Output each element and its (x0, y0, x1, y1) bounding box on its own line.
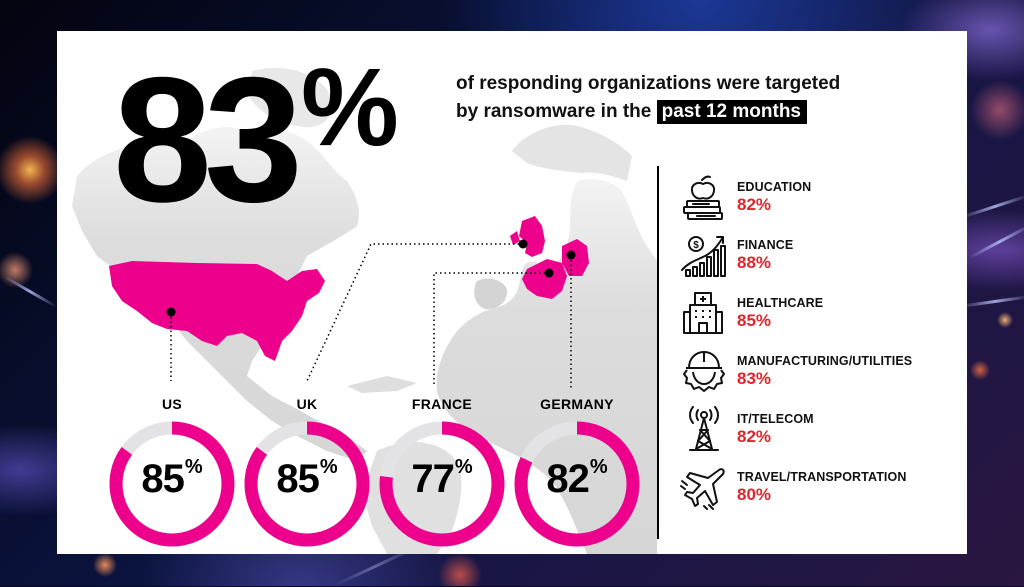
donut-number: 82 (546, 457, 589, 501)
industry-label: EDUCATION (737, 180, 812, 194)
overall-stat: 83% (113, 51, 399, 229)
industry-item-education: EDUCATION 82% (679, 174, 964, 232)
country-stat-germany: GERMANY 82% (512, 393, 642, 549)
donut-ring (514, 421, 640, 547)
france-marker (544, 268, 554, 278)
donut-value: 85% (107, 456, 237, 501)
world-map (72, 67, 657, 554)
overall-stat-number: 83 (113, 40, 303, 239)
donut-percent-sign: % (454, 456, 473, 478)
greenland-landmass (249, 67, 333, 128)
donut-chart-germany: 82% (512, 419, 642, 549)
industry-label: TRAVEL/TRANSPORTATION (737, 470, 907, 484)
infographic-card: 83% of responding organizations were tar… (57, 31, 967, 554)
donut-ring (244, 421, 370, 547)
industry-value: 88% (737, 253, 772, 272)
donut-number: 77 (411, 457, 454, 501)
uk-marker (518, 239, 528, 249)
country-stat-france: FRANCE 77% (377, 393, 507, 549)
iberia-landmass (474, 278, 508, 310)
hospital-icon (683, 292, 723, 334)
headline-line-2: by ransomware in the past 12 months (456, 98, 926, 126)
industry-value: 82% (737, 195, 772, 214)
donut-chart-us: 85% (107, 419, 237, 549)
donut-value: 85% (242, 456, 372, 501)
us-highlight (109, 261, 325, 361)
antenna-tower-icon (689, 406, 719, 451)
donut-value: 82% (512, 456, 642, 501)
industry-item-finance: $ FINANCE 88% (679, 232, 964, 290)
industry-label: FINANCE (737, 238, 794, 252)
us-marker (166, 307, 176, 317)
country-label: FRANCE (411, 396, 473, 412)
industry-value: 82% (737, 427, 772, 446)
industry-label: HEALTHCARE (737, 296, 824, 310)
donut-number: 85 (276, 457, 319, 501)
light-streak (3, 275, 57, 308)
scandinavia-landmass (512, 124, 632, 181)
headline-line-2-prefix: by ransomware in the (456, 101, 652, 122)
svg-text:$: $ (693, 240, 699, 251)
donut-value: 77% (377, 456, 507, 501)
donut-percent-sign: % (589, 456, 608, 478)
germany-marker (566, 250, 576, 260)
country-stat-us: US 85% (107, 393, 237, 549)
donut-number: 85 (141, 457, 184, 501)
caribbean-islands (347, 376, 417, 393)
uk-connector (306, 243, 519, 382)
industry-value: 80% (737, 485, 772, 504)
industry-value: 85% (737, 311, 772, 330)
light-streak (961, 194, 1024, 219)
donut-percent-sign: % (184, 456, 203, 478)
overall-stat-percent-sign: % (301, 46, 399, 169)
donut-chart-uk: 85% (242, 419, 372, 549)
donut-ring (379, 421, 505, 547)
germany-highlight (562, 239, 589, 276)
industry-label: IT/TELECOM (737, 412, 814, 426)
france-highlight (522, 259, 567, 299)
industry-item-manufacturing: MANUFACTURING/UTILITIES 83% (679, 348, 964, 406)
light-streak (968, 223, 1024, 260)
industry-label: MANUFACTURING/UTILITIES (737, 354, 913, 368)
country-stat-uk: UK 85% (242, 393, 372, 549)
donut-chart-france: 77% (377, 419, 507, 549)
industry-item-travel: TRAVEL/TRANSPORTATION 80% (679, 464, 964, 522)
industry-item-it-telecom: IT/TELECOM 82% (679, 406, 964, 464)
country-label: UK (296, 396, 318, 412)
headline-line-1: of responding organizations were targete… (456, 73, 841, 94)
vertical-divider (657, 166, 659, 539)
country-label: GERMANY (540, 396, 614, 412)
hardhat-gear-icon (683, 351, 725, 392)
donut-ring (109, 421, 235, 547)
headline-highlight: past 12 months (656, 100, 807, 124)
headline-text: of responding organizations were targete… (456, 70, 926, 126)
industry-item-healthcare: HEALTHCARE 85% (679, 290, 964, 348)
country-label: US (161, 396, 183, 412)
uk-highlight (519, 216, 545, 257)
france-connector (433, 272, 545, 386)
industry-list: EDUCATION 82% $ FINANCE 88% (679, 174, 964, 522)
light-streak (960, 295, 1024, 308)
europe-africa-landmass (436, 179, 657, 554)
connector-lines (170, 243, 572, 388)
dollar-growth-chart-icon: $ (681, 236, 726, 277)
donut-percent-sign: % (319, 456, 338, 478)
ireland-highlight (510, 231, 520, 245)
airplane-icon (680, 468, 725, 510)
industry-value: 83% (737, 369, 772, 388)
apple-books-icon (683, 175, 723, 220)
